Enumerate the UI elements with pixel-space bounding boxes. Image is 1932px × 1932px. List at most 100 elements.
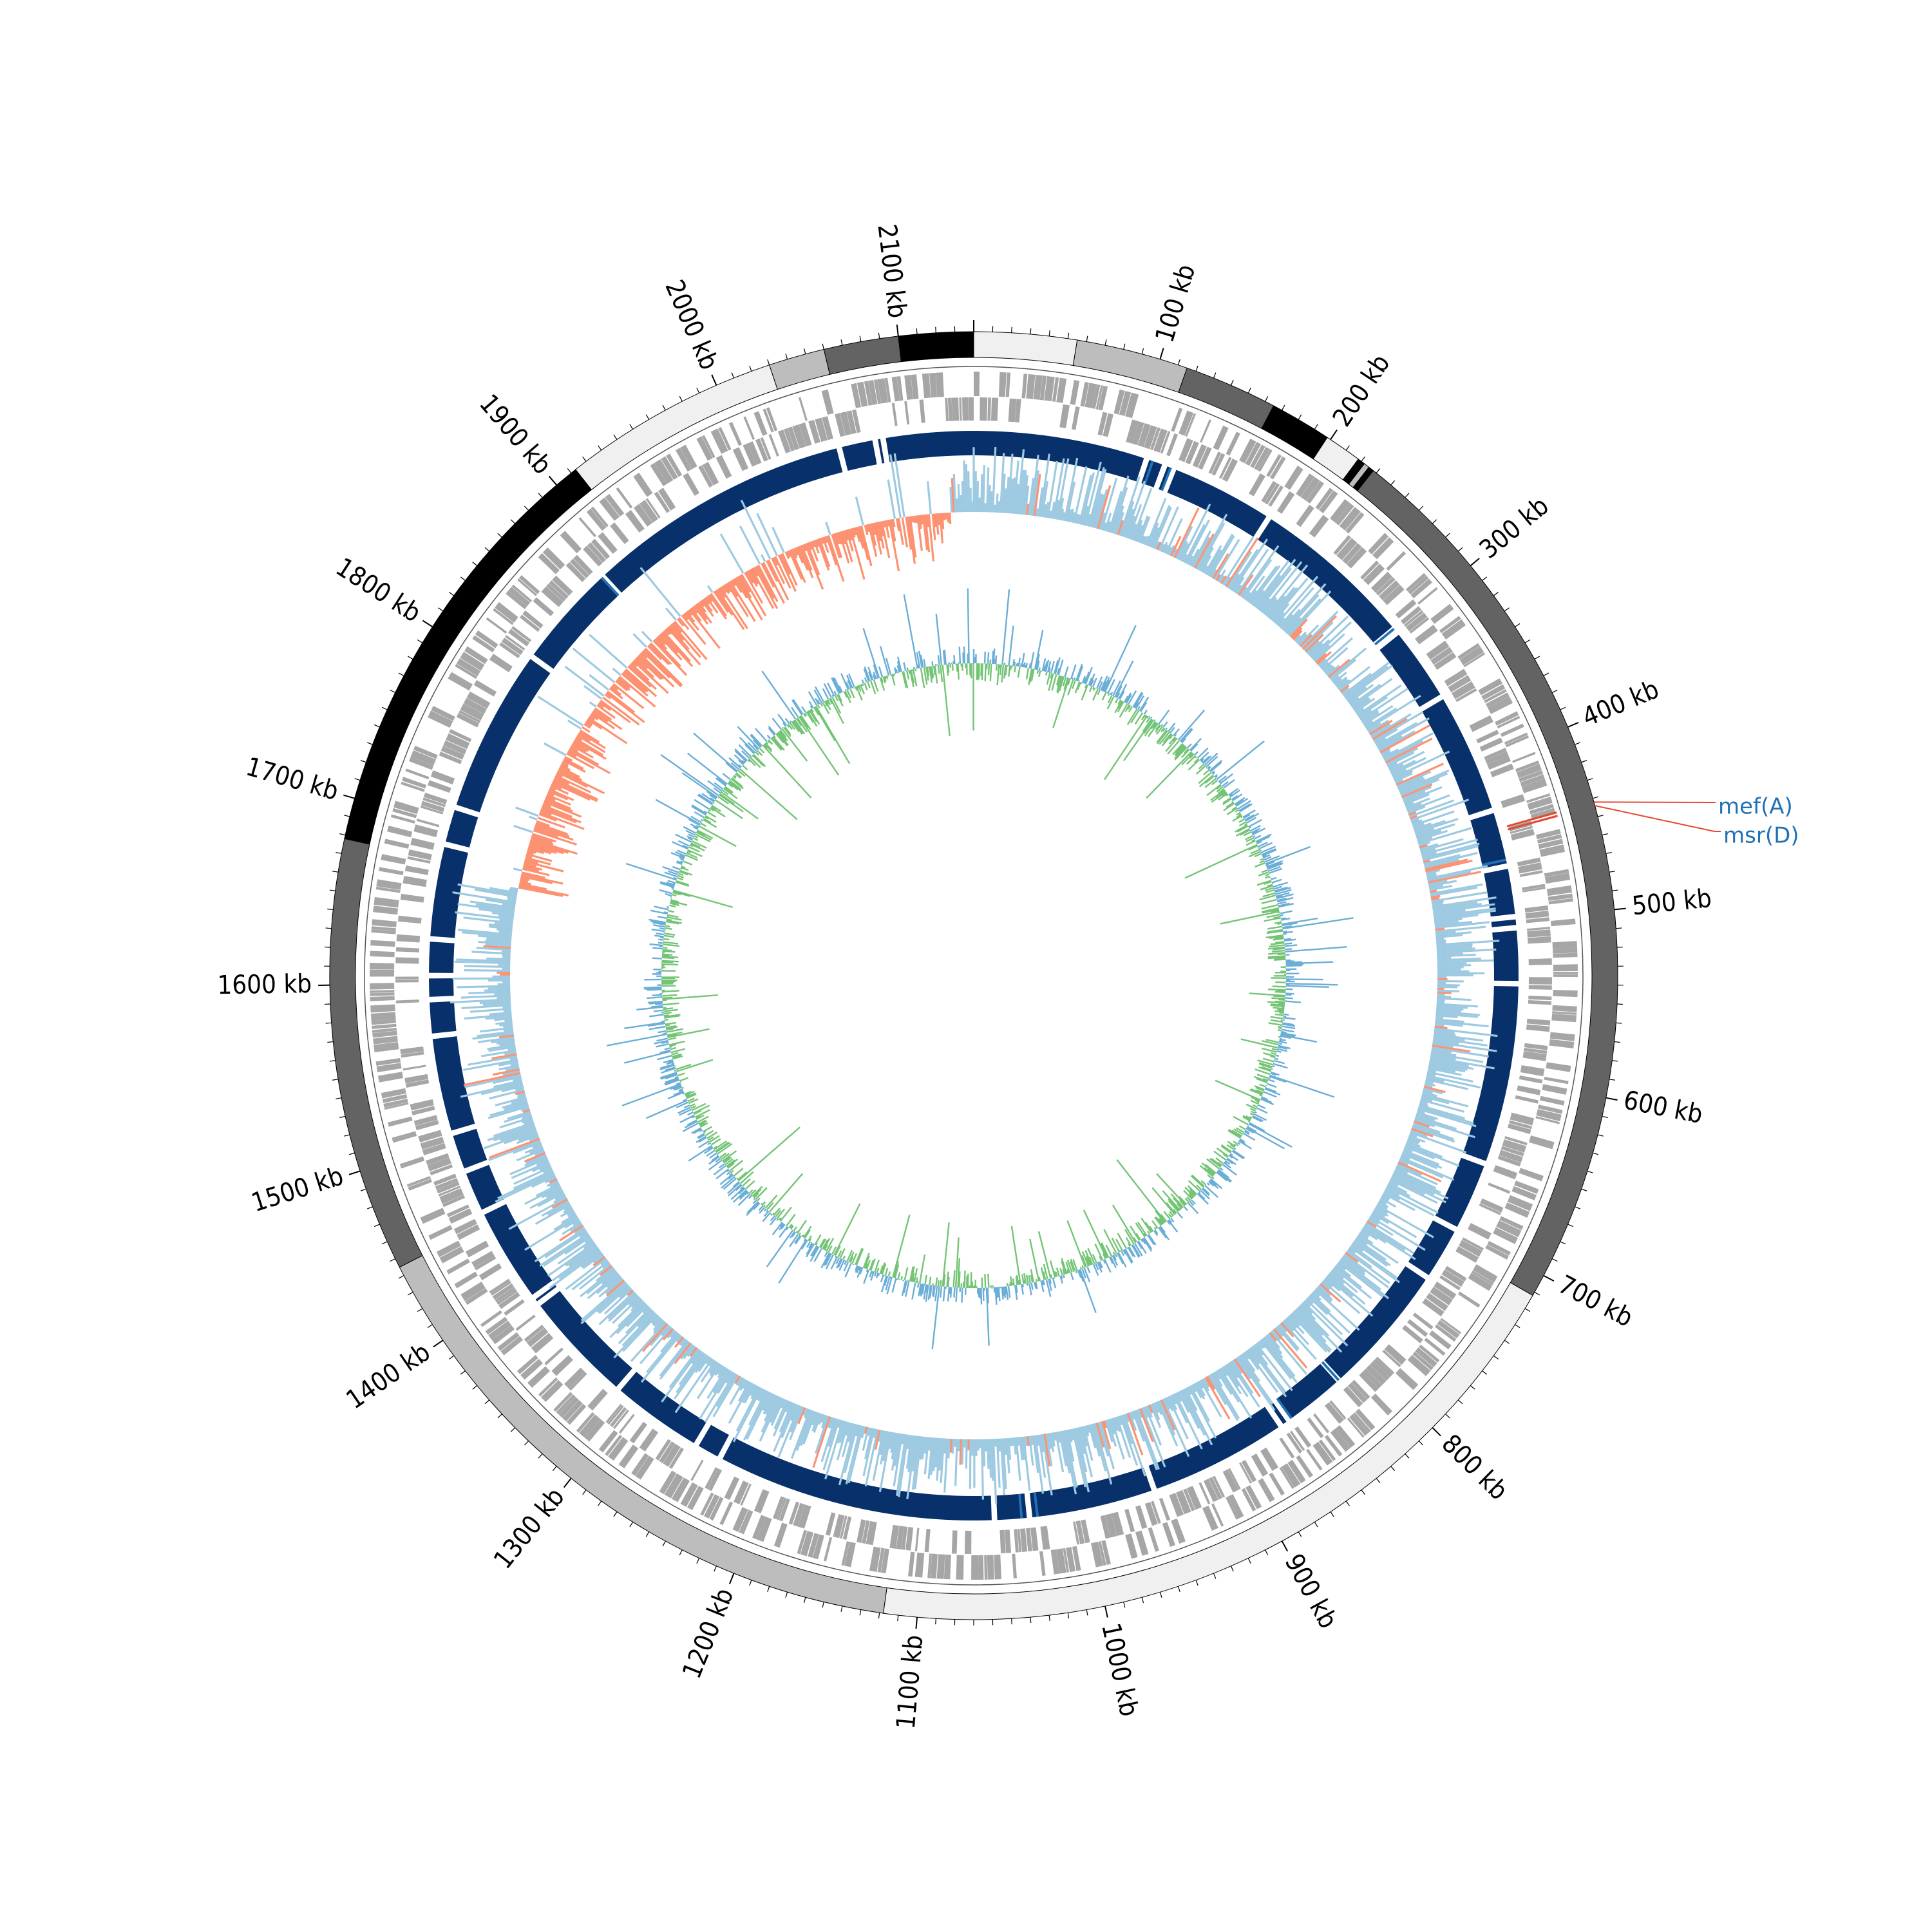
gc-content-bar <box>723 1177 737 1190</box>
gc-skew-bar <box>1156 542 1162 551</box>
gc-content-bar <box>699 1120 708 1126</box>
gc-skew-bar <box>933 513 937 527</box>
gc-content-bar <box>1050 661 1055 674</box>
cds-block <box>1370 1361 1390 1381</box>
gc-content-bar <box>916 652 921 668</box>
gc-content-bar <box>719 1163 725 1169</box>
cds-block <box>1370 1393 1393 1416</box>
gc-content-bar <box>1041 658 1046 672</box>
gc-skew-bar <box>520 878 529 883</box>
gc-skew-bar <box>1434 1025 1448 1030</box>
gc-skew-bar <box>672 621 683 633</box>
cds-block <box>654 491 670 513</box>
cds-block <box>489 654 513 672</box>
gc-content-bar <box>839 1248 846 1258</box>
gc-content-bar <box>1043 666 1046 672</box>
gc-skew-bar <box>1422 845 1479 862</box>
gc-skew-bar <box>1342 672 1372 696</box>
gc-skew-bar <box>632 659 669 694</box>
gc-content-bar <box>934 1285 938 1302</box>
gc-skew-bar <box>572 647 616 683</box>
gc-content-bar <box>797 1220 808 1234</box>
cds-block <box>1260 1447 1279 1472</box>
gc-content-bar <box>792 699 804 715</box>
cds-block <box>1148 1527 1159 1552</box>
gc-skew-bar <box>674 1342 692 1365</box>
gc-content-bar <box>662 953 673 956</box>
gc-content-bar <box>1162 1190 1181 1211</box>
scale-tick <box>339 1115 346 1118</box>
gc-content-bar <box>800 1239 808 1250</box>
gc-skew-bar <box>1086 1425 1091 1434</box>
contig-segment <box>768 348 831 390</box>
gc-content-bar <box>738 759 744 766</box>
gc-content-bar <box>663 1002 679 1006</box>
gc-content-bar <box>1124 696 1129 703</box>
gc-content-bar <box>855 1248 864 1265</box>
gc-skew-bar <box>1271 577 1309 621</box>
scale-tick <box>822 1602 824 1608</box>
cds-block <box>558 1396 579 1418</box>
cds-block <box>1376 1356 1395 1374</box>
gc-skew-bar <box>1323 664 1332 672</box>
gc-content-bar <box>1172 737 1177 742</box>
gc-content-bar <box>1173 1209 1177 1214</box>
gc-skew-bar <box>505 1066 520 1072</box>
gc-content-bar <box>762 744 812 799</box>
gc-skew-bar <box>1022 475 1028 515</box>
gc-content-bar <box>831 696 842 714</box>
gc-skew-bar <box>1430 1052 1484 1063</box>
gc-content-bar <box>935 1277 938 1286</box>
gc-skew-bar <box>488 1139 541 1161</box>
gc-skew-bar <box>1417 1108 1477 1128</box>
cds-block <box>705 1467 718 1489</box>
gc-content-bar <box>732 1181 740 1188</box>
scale-tick <box>896 324 899 337</box>
cds-block <box>1228 1468 1241 1490</box>
gc-content-bar <box>1048 667 1051 673</box>
gc-content-bar <box>722 773 732 781</box>
cds-block <box>914 1528 920 1551</box>
cds-block <box>511 584 533 603</box>
gc-skew-bar <box>652 639 688 676</box>
gc-skew-bar <box>502 1005 511 1009</box>
gc-content-bar <box>1170 726 1175 734</box>
gc-skew-bar <box>456 958 511 963</box>
scale-tick <box>749 1580 752 1586</box>
gc-skew-bar <box>1256 1341 1264 1350</box>
gc-content-bar <box>893 673 895 676</box>
cds-block <box>710 428 728 454</box>
gc-content-bar <box>1217 1170 1231 1183</box>
cds-block <box>1527 929 1551 938</box>
cds-block <box>402 1065 426 1071</box>
gc-content-bar <box>894 1264 900 1278</box>
gc-skew-bar <box>872 1430 885 1481</box>
gc-skew-bar <box>1071 512 1075 523</box>
gc-skew-bar <box>1392 750 1450 779</box>
gc-skew-bar <box>1045 502 1050 518</box>
cds-block <box>508 587 531 607</box>
gc-skew-bar <box>1153 507 1172 549</box>
homology-block <box>1470 813 1507 869</box>
cds-block <box>951 1530 958 1554</box>
gc-skew-bar <box>1001 473 1006 513</box>
gc-content-bar <box>1122 1249 1126 1255</box>
gc-skew-bar <box>790 1409 811 1459</box>
gc-skew-bar <box>1241 545 1280 598</box>
gc-skew-bar <box>1348 1247 1356 1254</box>
gc-content-bar <box>699 1122 705 1127</box>
gc-skew-bar <box>1065 481 1076 522</box>
gc-skew-bar <box>661 632 694 667</box>
gc-content-bar <box>1048 1278 1052 1284</box>
gc-skew-bar <box>1361 712 1379 724</box>
gc-skew-bar <box>1426 1070 1473 1083</box>
gc-skew-bar <box>1074 513 1079 524</box>
gc-skew-bar <box>1146 1405 1153 1418</box>
gc-content-bar <box>939 1286 943 1298</box>
gc-skew-bar <box>1324 665 1334 674</box>
gc-content-bar <box>1160 727 1165 733</box>
gc-content-bar <box>1215 775 1218 779</box>
gc-content-bar <box>1080 682 1083 685</box>
gc-skew-bar <box>665 607 677 621</box>
gc-content-bar <box>770 1213 772 1215</box>
